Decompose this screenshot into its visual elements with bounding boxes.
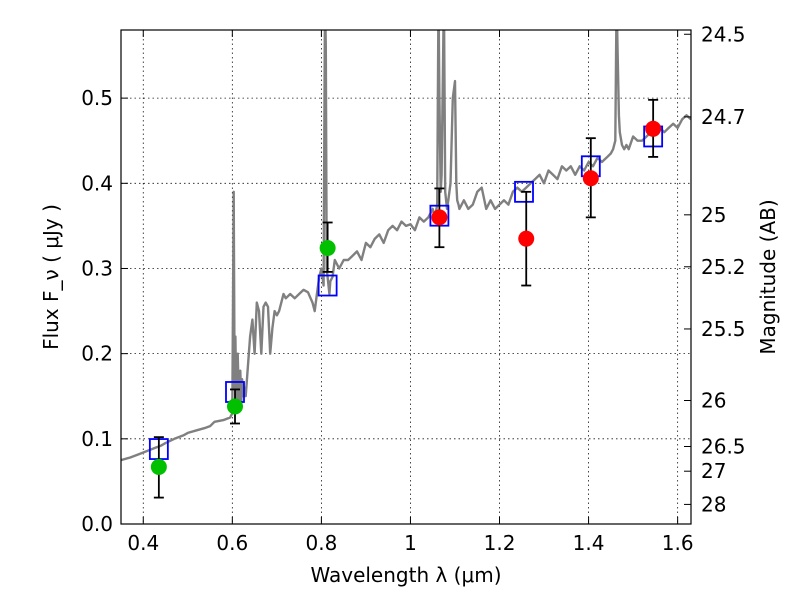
x-tick-label: 0.8 <box>305 531 337 555</box>
data-point <box>518 230 535 247</box>
grid <box>121 30 691 525</box>
x-axis-label: Wavelength λ (μm) <box>310 563 501 587</box>
right-tick-label: 24.7 <box>701 105 746 129</box>
spectrum-line <box>121 30 691 462</box>
spectrum-layer <box>121 30 691 462</box>
right-tick-label: 28 <box>701 492 726 516</box>
right-tick-label: 25.2 <box>701 255 746 279</box>
data-point <box>319 240 336 257</box>
x-tick-label: 1.4 <box>573 531 605 555</box>
x-tick-label: 1 <box>404 531 417 555</box>
right-tick-label: 26.5 <box>701 434 746 458</box>
data-point <box>227 398 243 415</box>
y-tick-label: 0.5 <box>81 86 113 110</box>
model-square-marker <box>514 180 534 203</box>
y-tick-label: 0.4 <box>81 171 113 195</box>
right-tick-label: 26 <box>701 389 726 413</box>
right-axis-label: Magnitude (AB) <box>756 199 780 354</box>
right-tick-label: 25.5 <box>701 317 746 341</box>
x-tick-label: 0.4 <box>127 531 159 555</box>
data-point <box>582 170 599 187</box>
markers-layer <box>148 98 664 499</box>
data-point <box>645 120 662 137</box>
x-tick-label: 0.6 <box>216 531 248 555</box>
data-point <box>431 209 448 226</box>
plot-frame <box>120 29 692 525</box>
right-tick-label: 27 <box>701 459 726 483</box>
x-tick-label: 1.6 <box>662 531 694 555</box>
y-axis-label: Flux F_ν ( μJy ) <box>39 204 63 350</box>
right-tick-label: 25 <box>701 203 726 227</box>
model-square-marker <box>317 274 338 297</box>
data-point <box>150 458 167 475</box>
axes: 0.4 0.6 0.8 1 1.2 1.4 1.6 0.0 0.1 0.2 0.3 0.4 0.5 24.… <box>81 22 745 555</box>
right-tick-label: 24.5 <box>701 22 746 46</box>
y-tick-label: 0.1 <box>81 427 113 451</box>
y-tick-label: 0.0 <box>81 512 113 536</box>
y-tick-label: 0.3 <box>81 256 113 280</box>
x-tick-label: 1.2 <box>484 531 516 555</box>
y-tick-label: 0.2 <box>81 342 113 366</box>
